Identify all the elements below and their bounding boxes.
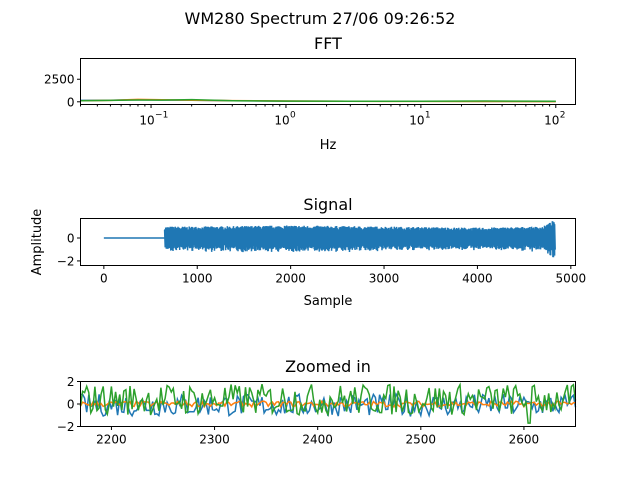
fft-x-ticks: 10 −1 10 0 10 1 10 2 bbox=[80, 104, 566, 128]
signal-ytick-label: 0 bbox=[67, 231, 75, 245]
zoomed-xtick-label: 2600 bbox=[509, 433, 540, 447]
fft-ytick-label: 2500 bbox=[44, 73, 75, 87]
fft-title: FFT bbox=[314, 34, 342, 53]
fft-series-line-2 bbox=[80, 98, 556, 103]
zoomed-title: Zoomed in bbox=[285, 357, 371, 376]
zoomed-panel: Zoomed in 2200 2300 2400 2500 2600 2 0 −2 bbox=[57, 357, 577, 447]
fft-xtick-label: 10 bbox=[409, 114, 424, 128]
zoomed-ytick-label: −2 bbox=[57, 420, 75, 434]
signal-axes-frame bbox=[80, 218, 576, 266]
zoomed-ytick-label: 2 bbox=[67, 375, 75, 389]
zoomed-series-line-2 bbox=[79, 382, 577, 424]
fft-xtick-exponent: 0 bbox=[290, 111, 296, 121]
zoomed-xtick-label: 2400 bbox=[302, 433, 333, 447]
signal-panel: Signal 0 1000 2000 3000 4000 5000 0−2 Sample … bbox=[30, 195, 586, 309]
signal-x-ticks: 0 1000 2000 3000 4000 5000 bbox=[100, 265, 587, 286]
zoomed-series-group bbox=[79, 382, 577, 424]
fft-y-ticks: 0 2500 bbox=[44, 73, 81, 109]
fft-xtick-exponent: 1 bbox=[425, 111, 431, 121]
fft-ytick-label: 0 bbox=[67, 95, 75, 109]
signal-series-group bbox=[103, 221, 556, 258]
signal-title: Signal bbox=[303, 195, 352, 214]
fft-xtick-exponent: 2 bbox=[560, 111, 566, 121]
signal-xlabel: Sample bbox=[304, 294, 353, 309]
zoomed-ytick-label: 0 bbox=[67, 398, 75, 412]
fft-axes-frame bbox=[80, 58, 576, 105]
signal-xtick-label: 0 bbox=[100, 272, 108, 286]
signal-xtick-label: 3000 bbox=[369, 272, 400, 286]
zoomed-y-ticks: 2 0 −2 bbox=[57, 375, 81, 434]
signal-ylabel: Amplitude bbox=[30, 209, 45, 276]
figure-suptitle: WM280 Spectrum 27/06 09:26:52 bbox=[185, 9, 456, 28]
signal-xtick-label: 4000 bbox=[462, 272, 493, 286]
fft-xtick-exponent: −1 bbox=[155, 111, 168, 121]
fft-xlabel: Hz bbox=[320, 138, 337, 153]
fft-series-group bbox=[80, 98, 556, 103]
signal-waveform bbox=[163, 221, 556, 258]
zoomed-xtick-label: 2200 bbox=[96, 433, 127, 447]
zoomed-xtick-label: 2500 bbox=[406, 433, 437, 447]
zoomed-xtick-label: 2300 bbox=[199, 433, 230, 447]
signal-y-ticks: 0 −2 bbox=[57, 231, 81, 268]
signal-xtick-label: 1000 bbox=[182, 272, 213, 286]
fft-xtick-label: 10 bbox=[544, 114, 559, 128]
fft-xtick-label: 10 bbox=[274, 114, 289, 128]
signal-ytick-label: −2 bbox=[57, 254, 75, 268]
signal-xtick-label: 2000 bbox=[275, 272, 306, 286]
zoomed-x-ticks: 2200 2300 2400 2500 2600 bbox=[96, 426, 540, 447]
signal-xtick-label: 5000 bbox=[556, 272, 587, 286]
fft-xtick-label: 10 bbox=[139, 114, 154, 128]
